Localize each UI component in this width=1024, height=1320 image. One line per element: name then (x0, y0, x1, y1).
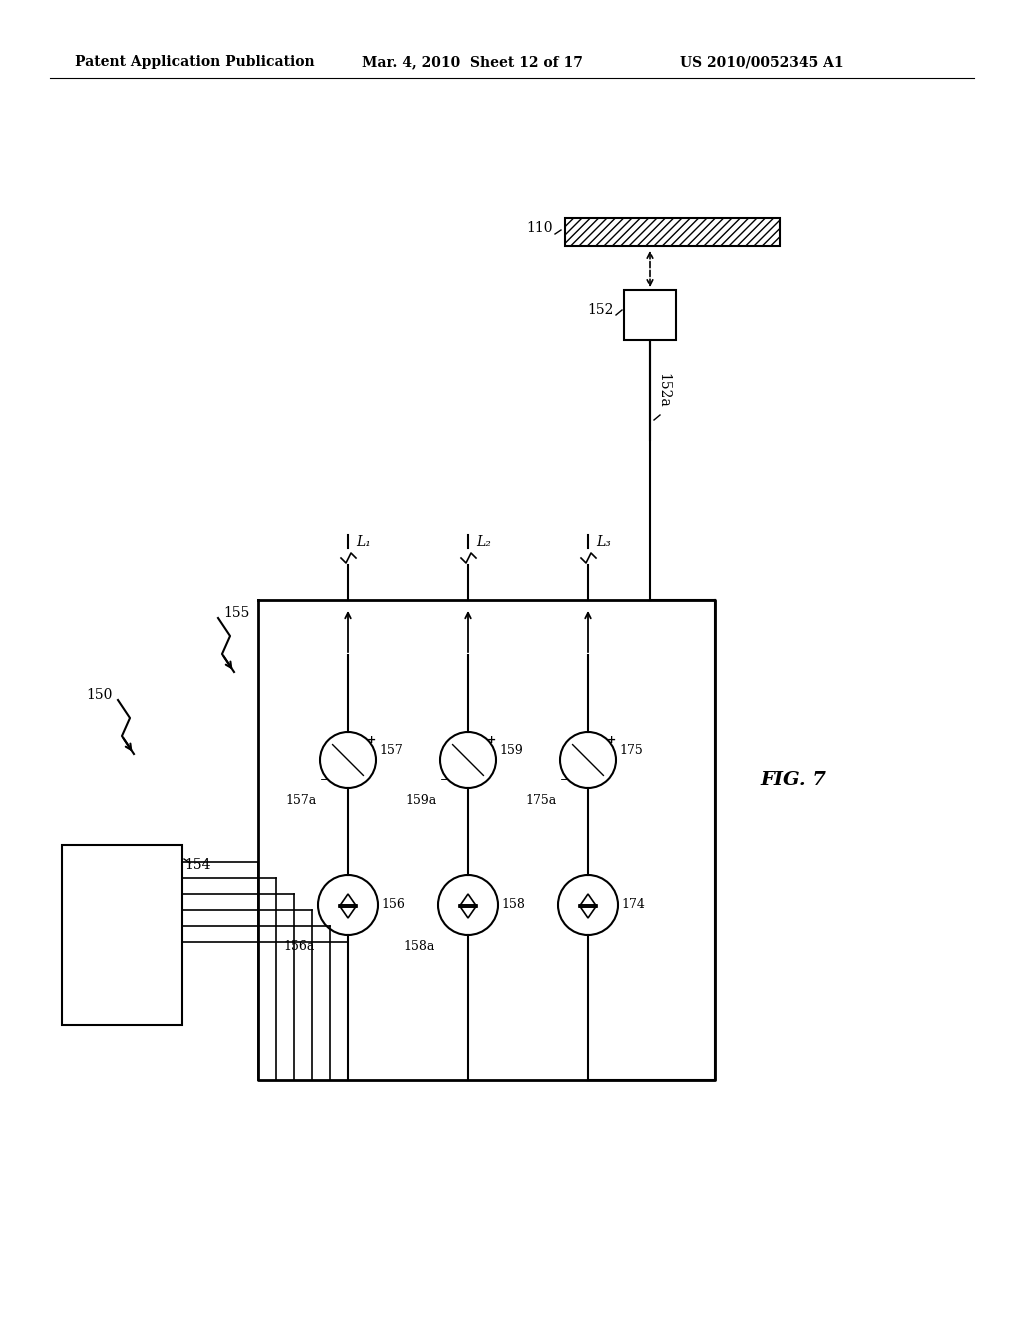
Text: 157: 157 (379, 743, 402, 756)
Text: −: − (560, 775, 569, 785)
Text: −: − (440, 775, 450, 785)
Bar (62, 845, 182, 1026)
Bar (565, 218, 780, 246)
Text: 175: 175 (618, 743, 643, 756)
Text: Patent Application Publication: Patent Application Publication (75, 55, 314, 69)
Text: +: + (606, 735, 615, 744)
Text: 158a: 158a (403, 940, 435, 953)
Text: Mar. 4, 2010  Sheet 12 of 17: Mar. 4, 2010 Sheet 12 of 17 (362, 55, 583, 69)
Text: L₁: L₁ (356, 535, 371, 549)
Text: +: + (367, 735, 376, 744)
Text: 157a: 157a (286, 793, 317, 807)
Text: US 2010/0052345 A1: US 2010/0052345 A1 (680, 55, 844, 69)
Text: 155: 155 (223, 606, 250, 620)
Text: 150: 150 (87, 688, 113, 702)
Text: L₃: L₃ (596, 535, 611, 549)
Text: −: − (321, 775, 330, 785)
Text: 158: 158 (501, 899, 525, 912)
Text: 159: 159 (499, 743, 522, 756)
Text: 174: 174 (621, 899, 645, 912)
Text: 159a: 159a (406, 793, 437, 807)
Bar (624, 290, 676, 341)
Text: 175a: 175a (525, 793, 557, 807)
Text: FIG. 7: FIG. 7 (760, 771, 826, 789)
Text: 156a: 156a (284, 940, 315, 953)
Text: 156: 156 (381, 899, 404, 912)
Text: +: + (486, 735, 496, 744)
Text: 152a: 152a (656, 372, 670, 408)
Text: 154: 154 (184, 858, 211, 873)
Text: L₂: L₂ (476, 535, 490, 549)
Text: 110: 110 (526, 220, 553, 235)
Text: 152: 152 (588, 304, 614, 317)
